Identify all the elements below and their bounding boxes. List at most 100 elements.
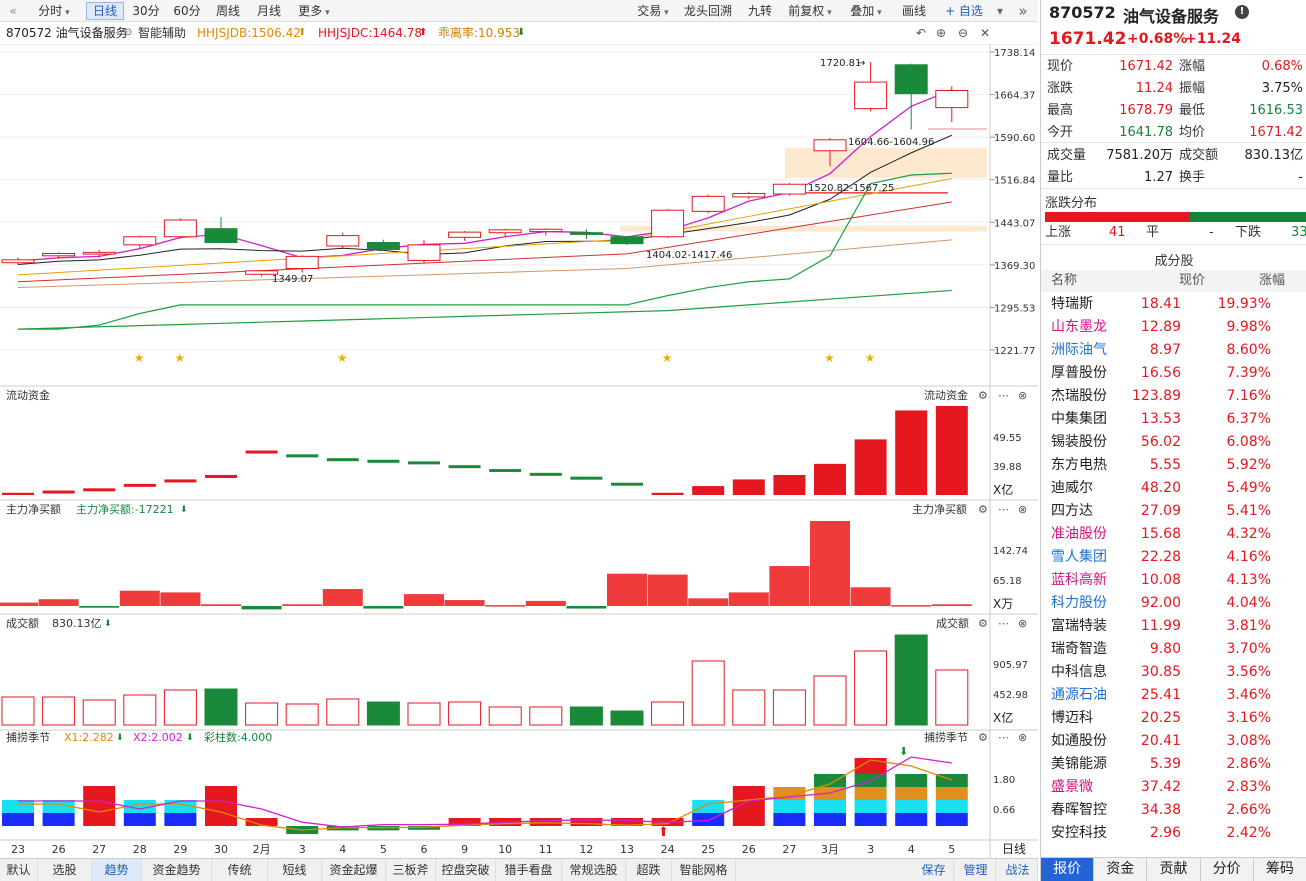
candle-body[interactable] xyxy=(204,228,238,244)
indicator-tab-5[interactable]: 短线 xyxy=(268,859,322,881)
zoom-out-icon[interactable]: ⊖ xyxy=(957,26,969,40)
info-icon[interactable]: ! xyxy=(1235,5,1249,19)
close-icon[interactable]: ⊗ xyxy=(1018,731,1028,744)
candle-body[interactable] xyxy=(407,244,441,261)
close-icon[interactable]: ✕ xyxy=(979,26,991,40)
constituent-row[interactable]: 蓝科高新 10.08 4.13% xyxy=(1041,569,1306,592)
bottom-action-1[interactable]: 管理 xyxy=(956,859,996,881)
chart-area[interactable]: 分时 ▾ 日线 30分 60分 周线 月线 更多 ▾ « 交易 ▾ 龙头回溯 九转 前复权 ▾ 叠加 ▾… xyxy=(0,0,1038,881)
candle-body[interactable] xyxy=(82,251,116,255)
candle-body[interactable] xyxy=(366,242,400,250)
candle-body[interactable] xyxy=(529,228,563,233)
constituent-row[interactable]: 洲际油气 8.97 8.60% xyxy=(1041,339,1306,362)
candle-body[interactable] xyxy=(935,90,969,109)
header-change[interactable]: 涨幅 xyxy=(1259,273,1286,288)
quote-tab-0[interactable]: 报价 xyxy=(1041,858,1095,881)
period-tab-4[interactable]: 周线 xyxy=(215,4,240,18)
toolbar-button-0[interactable]: 交易 ▾ xyxy=(637,4,669,18)
settings-icon[interactable]: ⚙ xyxy=(978,503,988,516)
close-icon[interactable]: ⊗ xyxy=(1018,503,1028,516)
candle-body[interactable] xyxy=(123,236,157,246)
more-icon[interactable]: ⋯ xyxy=(998,503,1009,516)
indicator-tab-11[interactable]: 超跌 xyxy=(626,859,672,881)
settings-icon[interactable]: ⚙ xyxy=(978,731,988,744)
toolbar-button-3[interactable]: 前复权 ▾ xyxy=(788,4,832,18)
constituent-row[interactable]: 中科信息 30.85 3.56% xyxy=(1041,661,1306,684)
candle-body[interactable] xyxy=(42,252,76,257)
indicator-tab-12[interactable]: 智能网格 xyxy=(672,859,736,881)
constituent-row[interactable]: 春晖智控 34.38 2.66% xyxy=(1041,799,1306,822)
candle-body[interactable] xyxy=(691,195,725,212)
candle-body[interactable] xyxy=(448,231,482,238)
candle-body[interactable] xyxy=(772,183,806,195)
constituent-row[interactable]: 美锦能源 5.39 2.86% xyxy=(1041,753,1306,776)
more-icon[interactable]: ⋯ xyxy=(998,389,1009,402)
indicator-tab-2[interactable]: 趋势 xyxy=(92,859,142,881)
kline-chart-svg[interactable]: 1738.14 1664.37 1590.60 1516.84 1443.07 1369.… xyxy=(0,44,1038,858)
indicator-tab-9[interactable]: 猎手看盘 xyxy=(496,859,562,881)
candle-body[interactable] xyxy=(245,270,279,275)
quote-tab-1[interactable]: 资金 xyxy=(1094,858,1148,881)
constituent-row[interactable]: 雪人集团 22.28 4.16% xyxy=(1041,546,1306,569)
constituent-row[interactable]: 博迈科 20.25 3.16% xyxy=(1041,707,1306,730)
constituent-row[interactable]: 山东墨龙 12.89 9.98% xyxy=(1041,316,1306,339)
constituent-row[interactable]: 杰瑞股份 123.89 7.16% xyxy=(1041,385,1306,408)
expand-icon[interactable]: » xyxy=(1018,2,1028,20)
constituent-row[interactable]: 四方达 27.09 5.41% xyxy=(1041,500,1306,523)
candle-body[interactable] xyxy=(1,259,35,264)
constituent-row[interactable]: 东方电热 5.55 5.92% xyxy=(1041,454,1306,477)
period-tab-2[interactable]: 30分 xyxy=(132,4,160,18)
constituent-row[interactable]: 中集集团 13.53 6.37% xyxy=(1041,408,1306,431)
smart-assist-label[interactable]: 智能辅助 xyxy=(138,26,187,40)
constituent-row[interactable]: 安控科技 2.96 2.42% xyxy=(1041,822,1306,845)
more-icon[interactable]: ⋯ xyxy=(998,731,1009,744)
collapse-icon[interactable]: « xyxy=(9,4,17,18)
toolbar-button-5[interactable]: 画线 xyxy=(901,4,926,18)
period-tab-1[interactable]: 日线 xyxy=(86,2,124,20)
back-icon[interactable]: ↶ xyxy=(915,26,927,40)
period-tab-0[interactable]: 分时 ▾ xyxy=(38,4,70,18)
bottom-action-2[interactable]: 战法 xyxy=(998,859,1038,881)
candle-body[interactable] xyxy=(569,232,603,235)
indicator-tab-8[interactable]: 控盘突破 xyxy=(436,859,496,881)
constituent-row[interactable]: 盛景微 37.42 2.83% xyxy=(1041,776,1306,799)
watchlist-dropdown-icon[interactable]: ▾ xyxy=(996,4,1004,18)
quote-tab-3[interactable]: 分价 xyxy=(1201,858,1254,881)
constituent-row[interactable]: 锡装股份 56.02 6.08% xyxy=(1041,431,1306,454)
constituent-row[interactable]: 瑞奇智造 9.80 3.70% xyxy=(1041,638,1306,661)
indicator-tab-7[interactable]: 三板斧 xyxy=(386,859,436,881)
candle-body[interactable] xyxy=(285,255,319,269)
indicator-tab-6[interactable]: 资金起爆 xyxy=(322,859,386,881)
period-tab-3[interactable]: 60分 xyxy=(173,4,201,18)
indicator-tab-10[interactable]: 常规选股 xyxy=(562,859,626,881)
period-tab-6[interactable]: 更多 ▾ xyxy=(298,4,330,18)
indicator-tab-0[interactable]: 默认 xyxy=(0,859,38,881)
constituent-row[interactable]: 准油股份 15.68 4.32% xyxy=(1041,523,1306,546)
toolbar-button-2[interactable]: 九转 xyxy=(747,4,772,18)
aux-dropdown-icon[interactable]: ⊙ xyxy=(124,27,133,38)
toolbar-button-1[interactable]: 龙头回溯 xyxy=(683,4,732,18)
indicator-tab-3[interactable]: 资金趋势 xyxy=(142,859,212,881)
constituent-row[interactable]: 如通股份 20.41 3.08% xyxy=(1041,730,1306,753)
bottom-action-0[interactable]: 保存 xyxy=(914,859,954,881)
candle-body[interactable] xyxy=(894,64,928,95)
period-tab-5[interactable]: 月线 xyxy=(256,4,281,18)
constituent-row[interactable]: 特瑞斯 18.41 19.93% xyxy=(1041,293,1306,316)
constituent-row[interactable]: 通源石油 25.41 3.46% xyxy=(1041,684,1306,707)
settings-icon[interactable]: ⚙ xyxy=(978,617,988,630)
close-icon[interactable]: ⊗ xyxy=(1018,617,1028,630)
candle-body[interactable] xyxy=(163,219,197,238)
constituent-row[interactable]: 迪威尔 48.20 5.49% xyxy=(1041,477,1306,500)
candle-body[interactable] xyxy=(732,192,766,198)
candle-body[interactable] xyxy=(610,236,644,245)
constituent-row[interactable]: 科力股份 92.00 4.04% xyxy=(1041,592,1306,615)
constituent-row[interactable]: 富瑞特装 11.99 3.81% xyxy=(1041,615,1306,638)
close-icon[interactable]: ⊗ xyxy=(1018,389,1028,402)
indicator-tab-4[interactable]: 传统 xyxy=(212,859,268,881)
quote-tab-2[interactable]: 贡献 xyxy=(1147,858,1201,881)
candle-body[interactable] xyxy=(488,229,522,234)
quote-tab-4[interactable]: 筹码 xyxy=(1254,858,1306,881)
indicator-tab-1[interactable]: 选股 xyxy=(38,859,92,881)
settings-icon[interactable]: ⚙ xyxy=(978,389,988,402)
header-name[interactable]: 名称 xyxy=(1051,273,1078,288)
